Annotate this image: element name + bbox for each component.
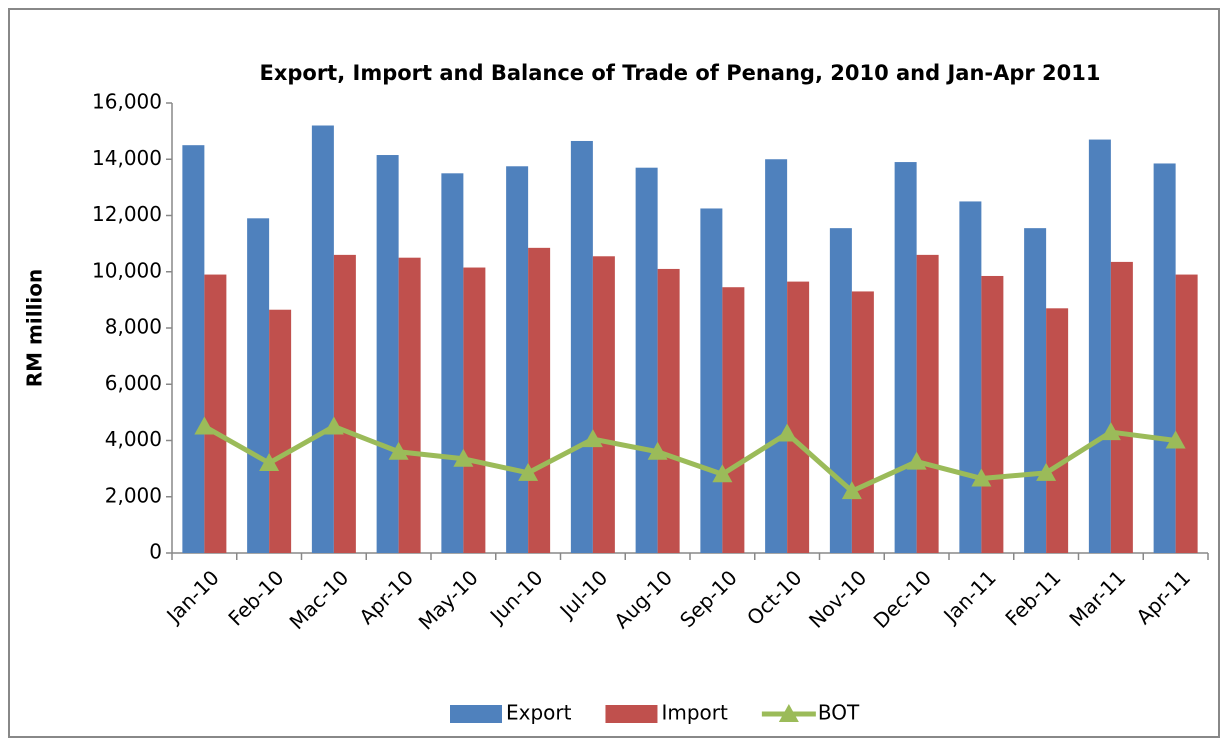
marker [1036,462,1057,481]
y-axis-label: RM million [23,269,47,388]
bar [894,162,917,553]
legend-swatch [450,705,502,723]
bar [441,173,464,553]
y-tick-label: 0 [149,540,162,564]
bar [1175,274,1198,553]
marker [323,416,344,435]
marker [1165,430,1186,449]
y-tick-label: 6,000 [105,371,162,395]
marker [259,453,280,471]
marker [712,464,733,483]
bar [981,275,1004,553]
bar [657,268,680,553]
marker [518,462,539,481]
bar [333,254,356,553]
marker [453,448,474,467]
legend-label: BOT [818,701,860,725]
bar [247,218,270,553]
bar [506,166,529,553]
y-tick-label: 14,000 [92,146,162,170]
y-tick-label: 12,000 [92,202,162,226]
y-tick-label: 10,000 [92,258,162,282]
y-tick-label: 8,000 [105,315,162,339]
marker [841,481,862,500]
bar [376,155,399,553]
legend-label: Import [661,701,728,725]
marker [971,468,992,487]
bar [463,267,486,553]
marker [582,429,603,448]
bar [570,140,593,553]
bar [959,201,982,553]
bar [269,309,292,553]
bar [311,125,334,553]
bar [635,167,658,553]
marker [1100,422,1121,441]
bar [1110,261,1133,553]
bar [1153,163,1176,553]
bar [182,145,205,553]
y-tick-label: 4,000 [105,427,162,451]
legend-swatch [778,704,799,722]
bar [204,274,227,553]
y-tick-label: 2,000 [105,483,162,507]
chart-title: Export, Import and Balance of Trade of P… [259,61,1100,85]
bar [722,287,745,553]
y-tick-label: 16,000 [92,90,162,114]
bar [528,247,551,553]
bar [1046,308,1069,553]
bar [916,254,939,553]
bar [787,281,810,553]
legend-label: Export [506,701,572,725]
line [203,423,1176,494]
marker [777,423,798,442]
bar [851,291,874,553]
bar [765,159,788,553]
bar [592,256,615,553]
bar [1088,139,1111,553]
bar [700,208,723,553]
bar [398,257,421,553]
marker [388,441,409,460]
marker [906,451,927,470]
marker [647,441,668,460]
marker [194,416,215,435]
bar [1024,228,1047,553]
legend-swatch [605,705,658,723]
bar [829,228,852,553]
